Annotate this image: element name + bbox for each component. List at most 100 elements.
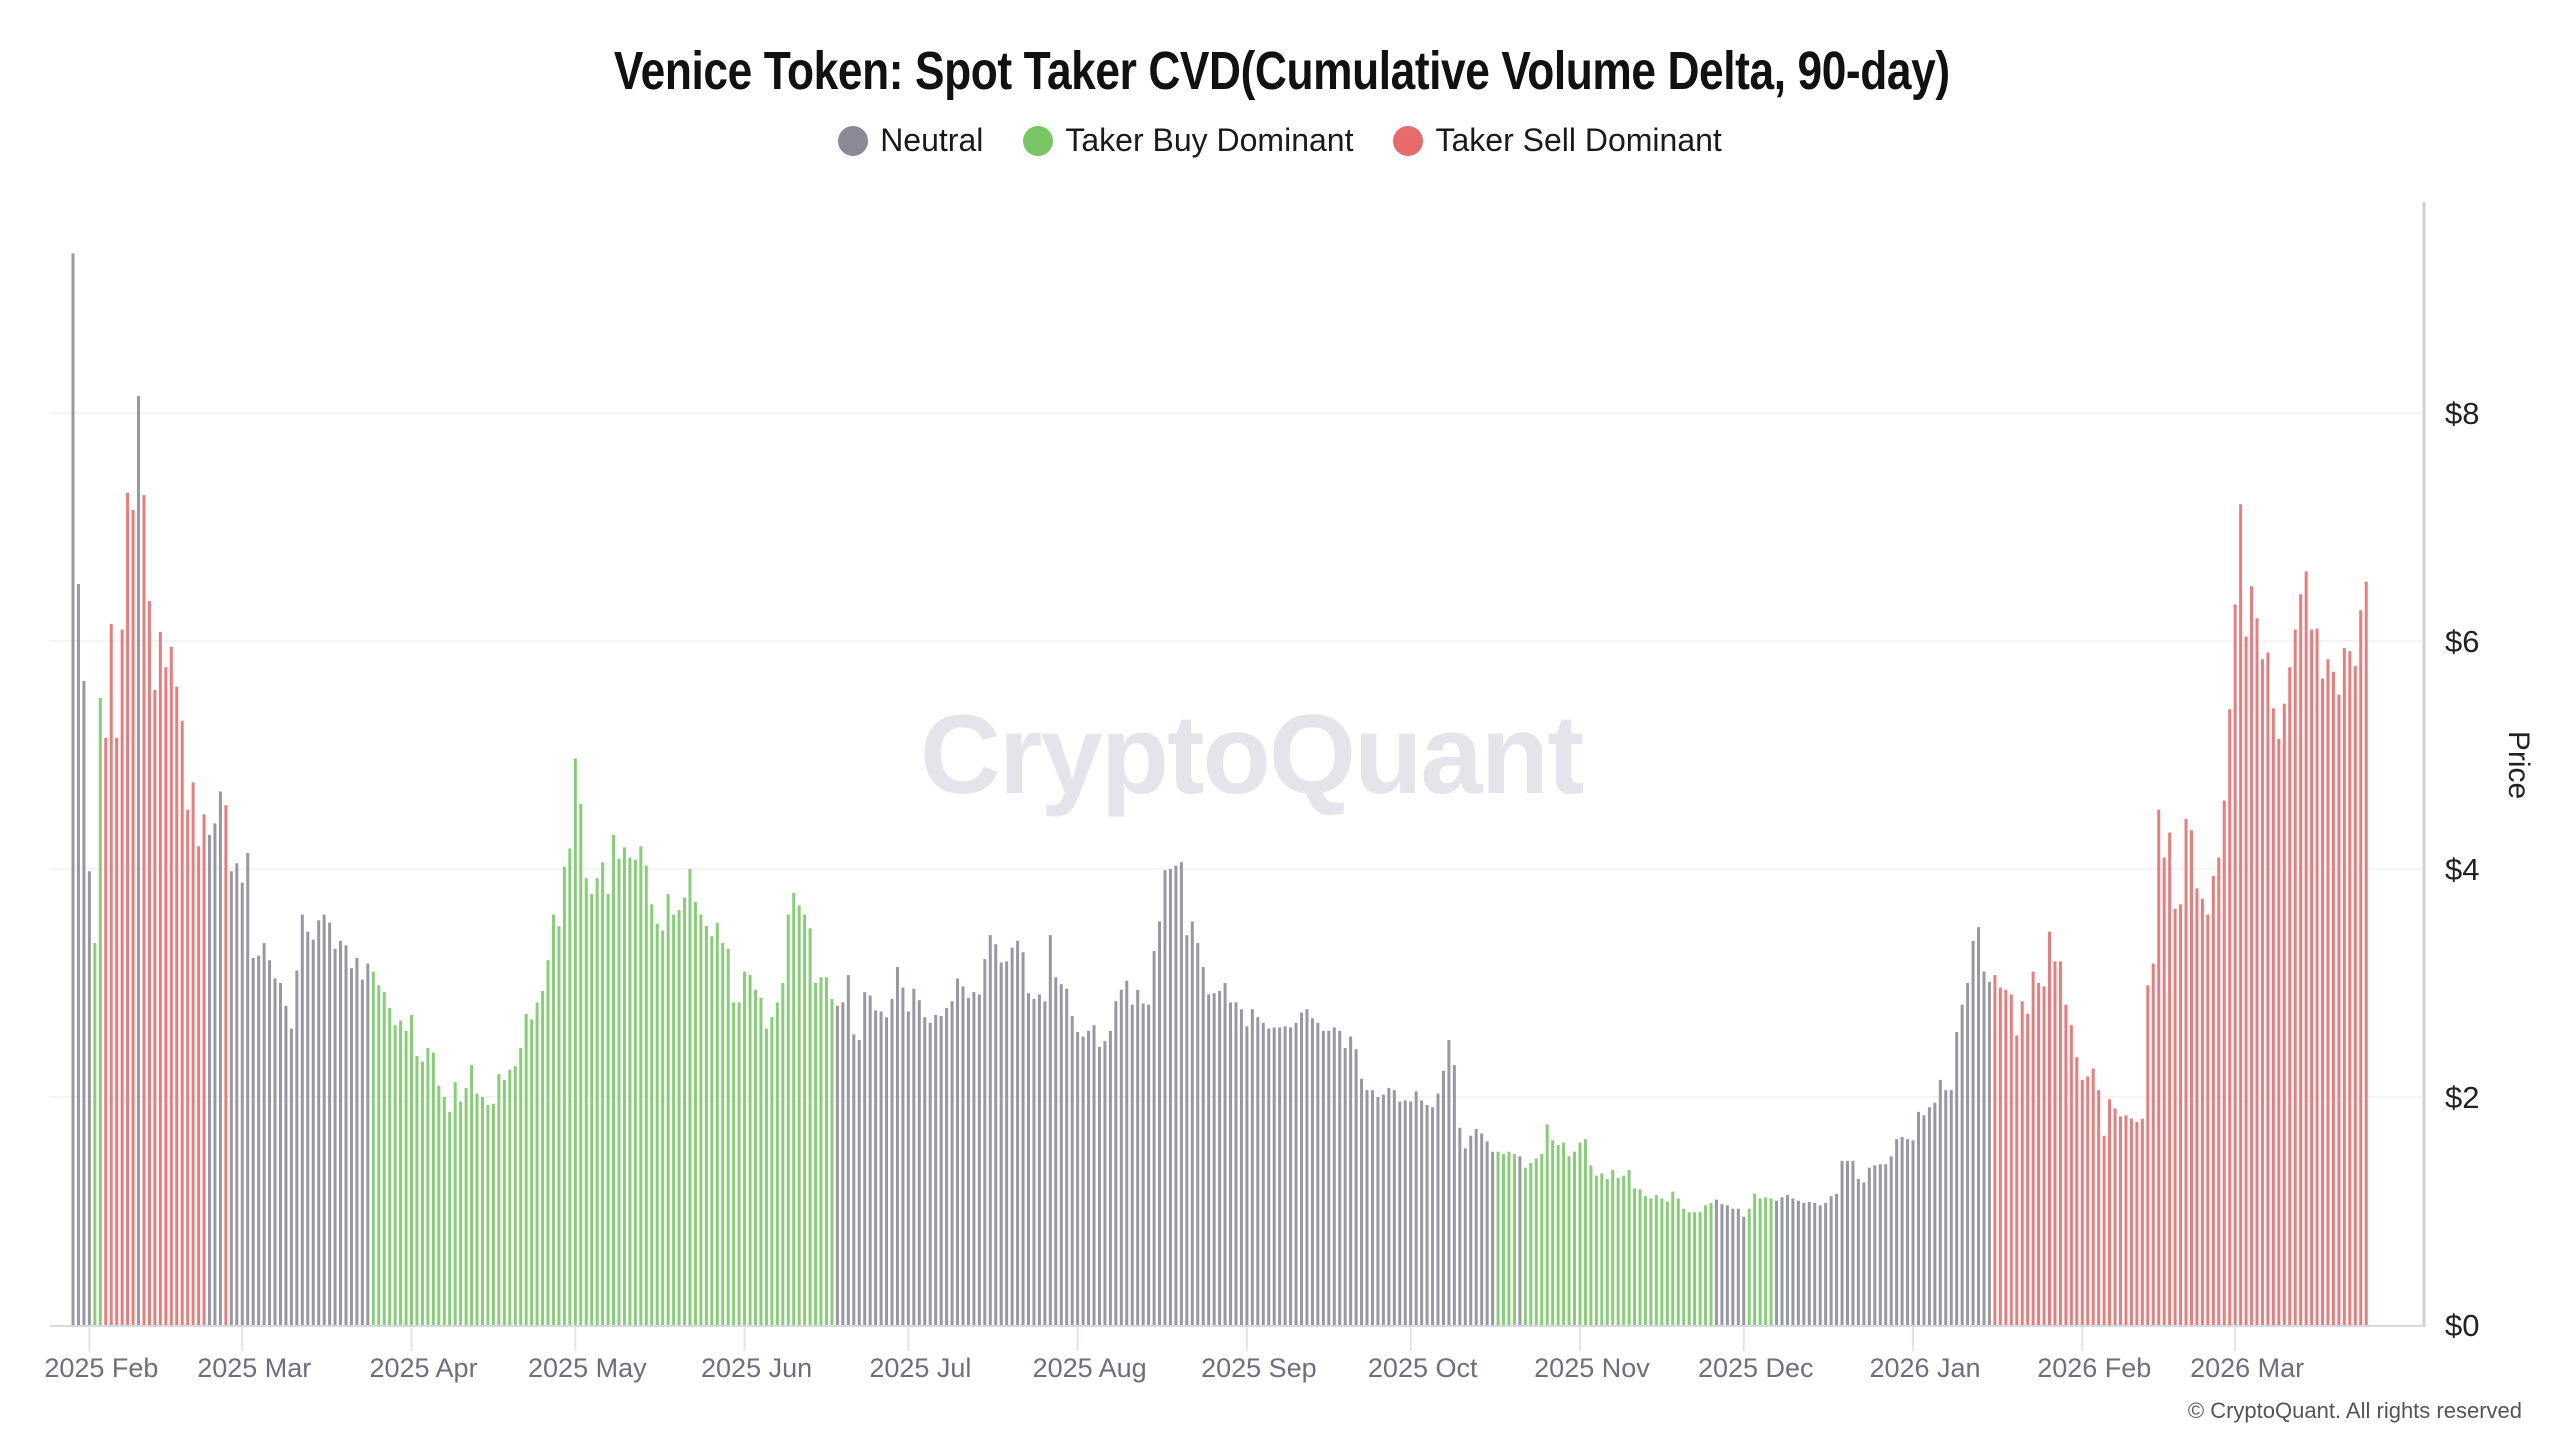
bar xyxy=(917,1000,921,1325)
bar xyxy=(1343,1047,1347,1325)
legend-item-neutral[interactable]: Neutral xyxy=(838,122,983,159)
bar xyxy=(1119,989,1123,1325)
bar xyxy=(404,1030,408,1325)
bar xyxy=(82,680,86,1325)
bar xyxy=(535,1002,539,1325)
bar xyxy=(1829,1196,1833,1325)
bar xyxy=(76,584,80,1325)
bar xyxy=(1551,1140,1555,1325)
bar xyxy=(1425,1104,1429,1325)
bar xyxy=(792,892,796,1325)
bar xyxy=(420,1061,424,1325)
bar xyxy=(377,985,381,1325)
bar xyxy=(693,902,697,1325)
bar xyxy=(1922,1115,1926,1325)
x-tick-label: 2025 Aug xyxy=(1033,1353,1147,1383)
legend-item-buy[interactable]: Taker Buy Dominant xyxy=(1023,122,1353,159)
bar xyxy=(1556,1144,1560,1325)
bar xyxy=(737,1002,741,1325)
bar xyxy=(557,926,561,1325)
bar xyxy=(622,847,626,1325)
bar xyxy=(1381,1094,1385,1325)
bar xyxy=(2108,1099,2112,1325)
x-tick-label: 2025 Mar xyxy=(197,1353,311,1383)
bar xyxy=(1496,1151,1500,1325)
bar xyxy=(1594,1175,1598,1325)
bar xyxy=(93,943,97,1325)
bar xyxy=(928,1022,932,1325)
bar xyxy=(180,720,184,1325)
bar xyxy=(2239,504,2243,1325)
bar xyxy=(1818,1205,1822,1325)
bar xyxy=(382,992,386,1325)
bar xyxy=(846,975,850,1325)
bar xyxy=(393,1025,397,1325)
bar xyxy=(2037,983,2041,1325)
bar xyxy=(1507,1151,1511,1325)
bar xyxy=(732,1002,736,1325)
bar xyxy=(2250,586,2254,1325)
bar xyxy=(2168,832,2172,1325)
bar xyxy=(901,987,905,1325)
bar xyxy=(2140,1118,2144,1325)
bar xyxy=(617,858,621,1325)
bar xyxy=(448,1111,452,1325)
bar xyxy=(1223,983,1227,1325)
bar xyxy=(1840,1160,1844,1325)
bar xyxy=(2364,581,2368,1325)
bar xyxy=(1529,1163,1533,1325)
legend: Neutral Taker Buy Dominant Taker Sell Do… xyxy=(0,122,2560,159)
bar xyxy=(2288,667,2292,1325)
bar xyxy=(1540,1154,1544,1325)
bar xyxy=(1168,869,1172,1325)
bar xyxy=(470,1065,474,1325)
bar xyxy=(1660,1198,1664,1325)
bar xyxy=(1676,1198,1680,1325)
bar xyxy=(1873,1165,1877,1325)
bar xyxy=(2206,914,2210,1325)
bar xyxy=(1130,1004,1134,1325)
bar xyxy=(246,853,250,1325)
bar xyxy=(2359,610,2363,1325)
bar xyxy=(1736,1208,1740,1325)
bar xyxy=(1267,1028,1271,1325)
bar xyxy=(863,992,867,1325)
bar xyxy=(1261,1022,1265,1325)
bar xyxy=(639,846,643,1325)
bar xyxy=(1725,1205,1729,1325)
bar xyxy=(1491,1151,1495,1325)
bar xyxy=(961,986,965,1325)
bar xyxy=(175,686,179,1325)
bar xyxy=(633,859,637,1325)
bar xyxy=(1927,1107,1931,1325)
bar xyxy=(2146,985,2150,1325)
bar xyxy=(2053,961,2057,1325)
bar xyxy=(1523,1167,1527,1325)
bar xyxy=(1518,1156,1522,1325)
bar xyxy=(1480,1133,1484,1325)
bar xyxy=(109,623,113,1325)
bar xyxy=(115,737,119,1325)
bar xyxy=(2271,708,2275,1325)
bar xyxy=(1021,952,1025,1325)
bar xyxy=(1889,1156,1893,1325)
y-tick-label: $6 xyxy=(2445,624,2479,659)
bar xyxy=(830,998,834,1325)
bar xyxy=(1611,1169,1615,1325)
bar xyxy=(1043,1001,1047,1325)
bar xyxy=(977,994,981,1325)
bar xyxy=(2315,628,2319,1325)
x-tick-label: 2025 May xyxy=(528,1353,647,1383)
bar xyxy=(2157,809,2161,1325)
bar xyxy=(311,939,315,1325)
bar xyxy=(2179,904,2183,1325)
bar xyxy=(333,948,337,1325)
legend-item-sell[interactable]: Taker Sell Dominant xyxy=(1393,122,1722,159)
x-tick-label: 2025 Dec xyxy=(1698,1353,1814,1383)
legend-dot-icon xyxy=(838,125,869,156)
x-tick-label: 2026 Mar xyxy=(2190,1353,2304,1383)
bar xyxy=(1338,1030,1342,1325)
bar xyxy=(1714,1199,1718,1325)
bar xyxy=(2091,1068,2095,1325)
bar xyxy=(191,782,195,1325)
